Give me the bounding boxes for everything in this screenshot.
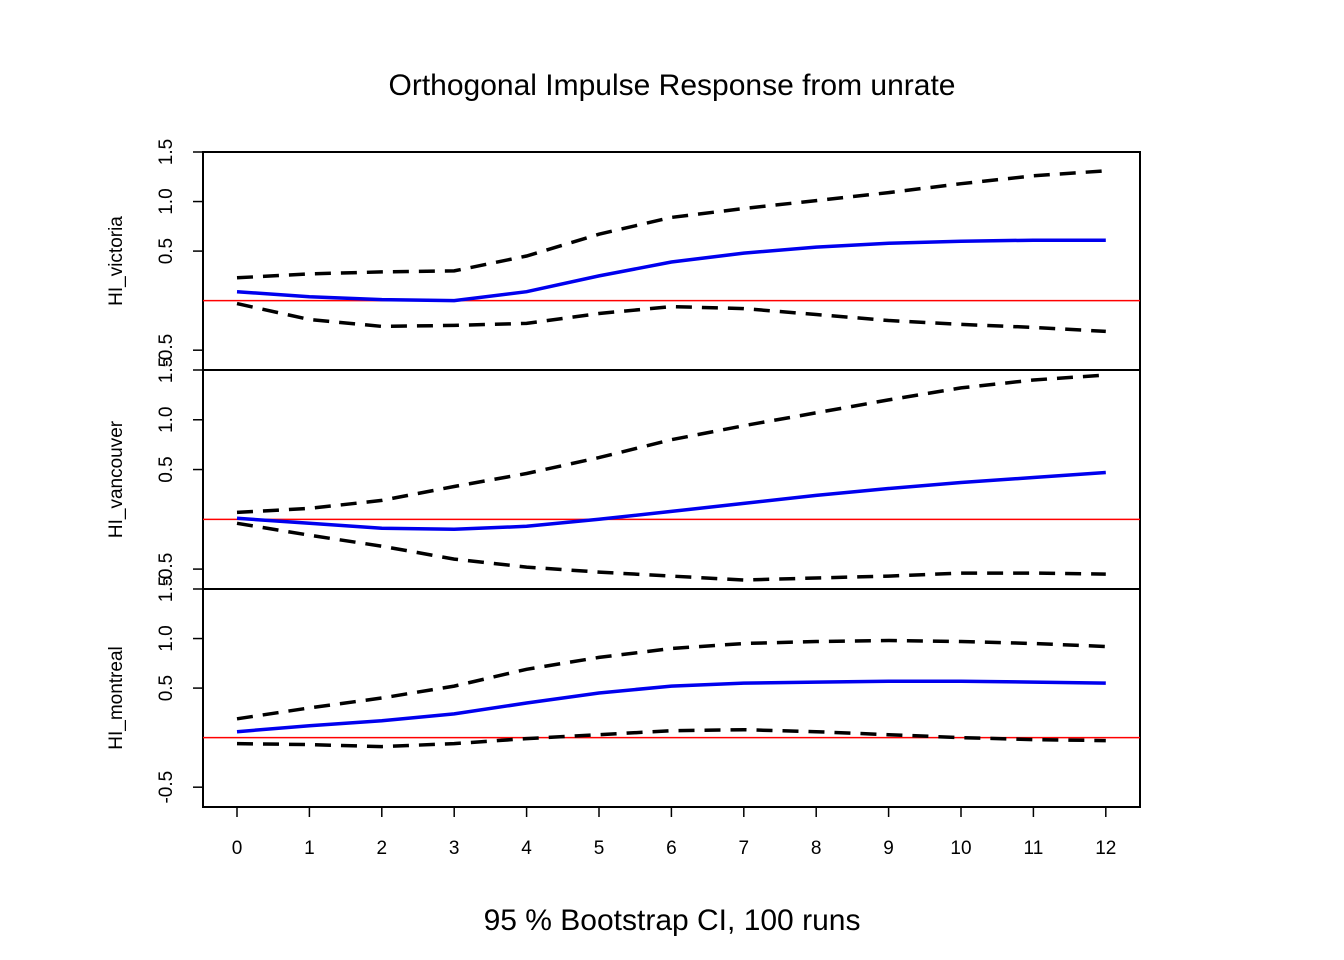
x-axis-caption: 95 % Bootstrap CI, 100 runs <box>484 904 861 937</box>
x-tick-label: 8 <box>811 838 822 859</box>
x-tick-label: 4 <box>521 838 532 859</box>
x-tick-label: 3 <box>449 838 460 859</box>
x-tick-label: 2 <box>377 838 388 859</box>
panel-ylabel: HI_vancouver <box>106 420 127 538</box>
chart-title: Orthogonal Impulse Response from unrate <box>389 69 956 102</box>
y-tick-label: 1.0 <box>156 188 177 214</box>
x-tick-label: 6 <box>666 838 677 859</box>
panel-ylabel: HI_victoria <box>106 216 127 306</box>
y-tick-label: 0.5 <box>156 675 177 701</box>
series-upper <box>236 169 1106 280</box>
series-lower <box>236 521 1106 582</box>
series-response <box>236 470 1106 532</box>
x-tick-label: 11 <box>1024 838 1044 859</box>
y-tick-label: 1.0 <box>156 625 177 651</box>
x-axis: 0 1 2 3 4 5 6 7 8 9 10 11 12 <box>232 806 1116 859</box>
y-tick-label: -0.5 <box>156 553 177 586</box>
x-tick-label: 12 <box>1095 838 1116 859</box>
y-tick-label: 1.5 <box>156 576 177 602</box>
x-tick-label: 5 <box>594 838 605 859</box>
panel-2: -0.5 0.5 1.0 1.5 HI_vancouver <box>106 357 1141 590</box>
series-response <box>236 679 1106 734</box>
series-upper <box>236 373 1106 515</box>
y-tick-label: 1.5 <box>156 139 177 165</box>
x-tick-label: 9 <box>883 838 894 859</box>
y-tick-label: -0.5 <box>156 771 177 804</box>
x-tick-label: 1 <box>304 838 315 859</box>
series-lower <box>236 727 1106 749</box>
series-upper <box>236 638 1106 721</box>
series-response <box>236 238 1106 303</box>
y-tick-label: 1.0 <box>156 407 177 433</box>
x-tick-label: 7 <box>739 838 750 859</box>
x-tick-label: 0 <box>232 838 243 859</box>
panels-group: -0.5 0.5 1.0 1.5 HI_victoria -0.5 0.5 1.0 1.5 HI_… <box>106 139 1141 808</box>
y-tick-label: 1.5 <box>156 357 177 383</box>
y-tick-label: 0.5 <box>156 456 177 482</box>
panel-frame <box>202 588 1141 808</box>
panel-ylabel: HI_montreal <box>106 646 127 750</box>
y-tick-label: -0.5 <box>156 334 177 367</box>
series-lower <box>236 301 1106 334</box>
y-tick-label: 0.5 <box>156 238 177 264</box>
panel-1: -0.5 0.5 1.0 1.5 HI_victoria <box>106 139 1141 371</box>
x-tick-label: 10 <box>950 838 971 859</box>
panel-3: -0.5 0.5 1.0 1.5 HI_montreal <box>106 576 1141 808</box>
